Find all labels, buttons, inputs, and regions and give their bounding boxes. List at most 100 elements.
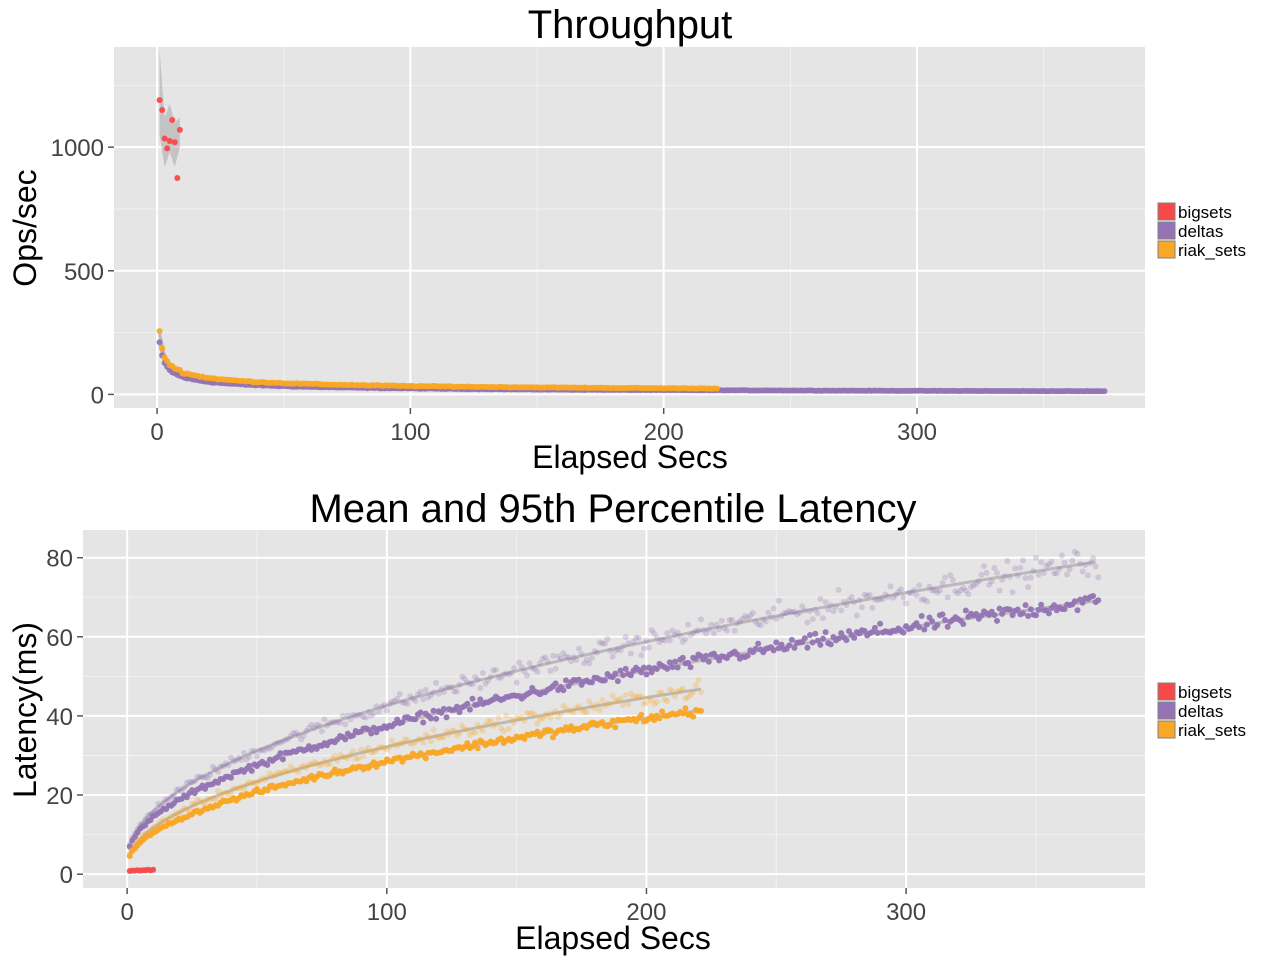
point-riak-sets-p95 (181, 804, 188, 811)
point-deltas-p95 (983, 569, 990, 576)
point-deltas-p95 (536, 660, 543, 667)
point-deltas-p95 (513, 679, 520, 686)
point-deltas-mean (653, 666, 660, 673)
point-riak-sets-p95 (622, 692, 629, 699)
point-deltas-p95 (285, 735, 292, 742)
point-deltas-p95 (152, 807, 159, 814)
point-riak-sets-p95 (274, 769, 281, 776)
point-riak-sets-p95 (261, 776, 268, 783)
point-riak-sets-mean (682, 705, 689, 712)
point-deltas-p95 (622, 633, 629, 640)
point-deltas-p95 (651, 630, 658, 637)
point-riak-sets-p95 (664, 697, 671, 704)
point-deltas-p95 (186, 778, 193, 785)
point-deltas-p95 (851, 599, 858, 606)
point-riak-sets-p95 (531, 712, 538, 719)
point-deltas-p95 (199, 774, 206, 781)
point-deltas-p95 (261, 747, 268, 754)
point-deltas-mean (973, 610, 980, 617)
point-riak-sets-p95 (594, 701, 601, 708)
point-riak-sets-mean (679, 710, 686, 717)
point-deltas-mean (614, 678, 621, 685)
point-deltas-p95 (682, 636, 689, 643)
point-deltas-p95 (690, 630, 697, 637)
point-deltas-p95 (955, 590, 962, 597)
point-deltas-p95 (505, 671, 512, 678)
point-deltas-mean (430, 707, 437, 714)
point-deltas-mean (923, 621, 930, 628)
point-deltas-p95 (324, 722, 331, 729)
point-deltas-p95 (370, 710, 377, 717)
point-deltas-p95 (973, 580, 980, 587)
point-deltas-p95 (713, 621, 720, 628)
point-riak-sets-p95 (674, 688, 681, 695)
point-deltas-mean (685, 659, 692, 666)
point-riak-sets-p95 (259, 775, 266, 782)
point-deltas-p95 (708, 621, 715, 628)
point-deltas-p95 (269, 743, 276, 750)
point-deltas-p95 (949, 577, 956, 584)
point-riak-sets-p95 (596, 707, 603, 714)
point-riak-sets-p95 (142, 830, 149, 837)
point-deltas-p95 (557, 655, 564, 662)
point-deltas-p95 (705, 626, 712, 633)
point-deltas-p95 (646, 644, 653, 651)
point-riak-sets-p95 (365, 744, 372, 751)
point-deltas-p95 (916, 582, 923, 589)
point-deltas-p95 (583, 656, 590, 663)
point-deltas-p95 (659, 636, 666, 643)
point-deltas-p95 (472, 674, 479, 681)
point-deltas-p95 (710, 630, 717, 637)
point-deltas-p95 (978, 571, 985, 578)
point-deltas-mean (1071, 598, 1078, 605)
point-deltas-p95 (474, 676, 481, 683)
point-deltas-p95 (264, 744, 271, 751)
point-deltas-p95 (981, 563, 988, 570)
point-deltas-p95 (282, 736, 289, 743)
point-deltas-p95 (1025, 584, 1032, 591)
point-deltas-p95 (908, 589, 915, 596)
point-deltas-mean (822, 629, 829, 636)
point-deltas-p95 (640, 645, 647, 652)
point-deltas-p95 (1061, 559, 1068, 566)
point-riak-sets-p95 (157, 818, 164, 825)
point-riak-sets-p95 (443, 728, 450, 735)
latency-x-axis-label: Elapsed Secs (515, 920, 711, 956)
point-riak-sets-mean (612, 724, 619, 731)
point-deltas-p95 (479, 670, 486, 677)
point-riak-sets-p95 (560, 702, 567, 709)
point-deltas-mean (560, 687, 567, 694)
point-deltas-p95 (459, 673, 466, 680)
point-deltas-mean (617, 667, 624, 674)
point-deltas-p95 (853, 612, 860, 619)
point-deltas-mean (420, 719, 427, 726)
point-riak-sets-p95 (627, 690, 634, 697)
point-deltas-p95 (791, 608, 798, 615)
point-deltas-p95 (620, 643, 627, 650)
throughput-title: Throughput (528, 3, 733, 47)
point-deltas-mean (674, 664, 681, 671)
point-deltas-p95 (786, 608, 793, 615)
point-deltas-p95 (409, 695, 416, 702)
point-deltas-p95 (440, 688, 447, 695)
point-deltas-p95 (996, 587, 1003, 594)
point-riak-sets-p95 (230, 785, 237, 792)
point-deltas-p95 (150, 810, 157, 817)
point-deltas-p95 (794, 611, 801, 618)
point-deltas-mean (1038, 601, 1045, 608)
point-deltas-p95 (246, 753, 253, 760)
point-riak-sets-p95 (204, 795, 211, 802)
point-riak-sets-p95 (199, 799, 206, 806)
point-deltas-p95 (414, 691, 421, 698)
point-deltas-p95 (355, 711, 362, 718)
point-deltas-mean (552, 680, 559, 687)
point-deltas-p95 (163, 796, 170, 803)
point-riak-sets-p95 (378, 744, 385, 751)
point-riak-sets-p95 (565, 707, 572, 714)
latency-points (126, 548, 1102, 874)
point-deltas-p95 (287, 733, 294, 740)
point-riak-sets-p95 (373, 746, 380, 753)
point-deltas-p95 (383, 707, 390, 714)
point-deltas-p95 (1066, 566, 1073, 573)
point-deltas-p95 (988, 578, 995, 585)
